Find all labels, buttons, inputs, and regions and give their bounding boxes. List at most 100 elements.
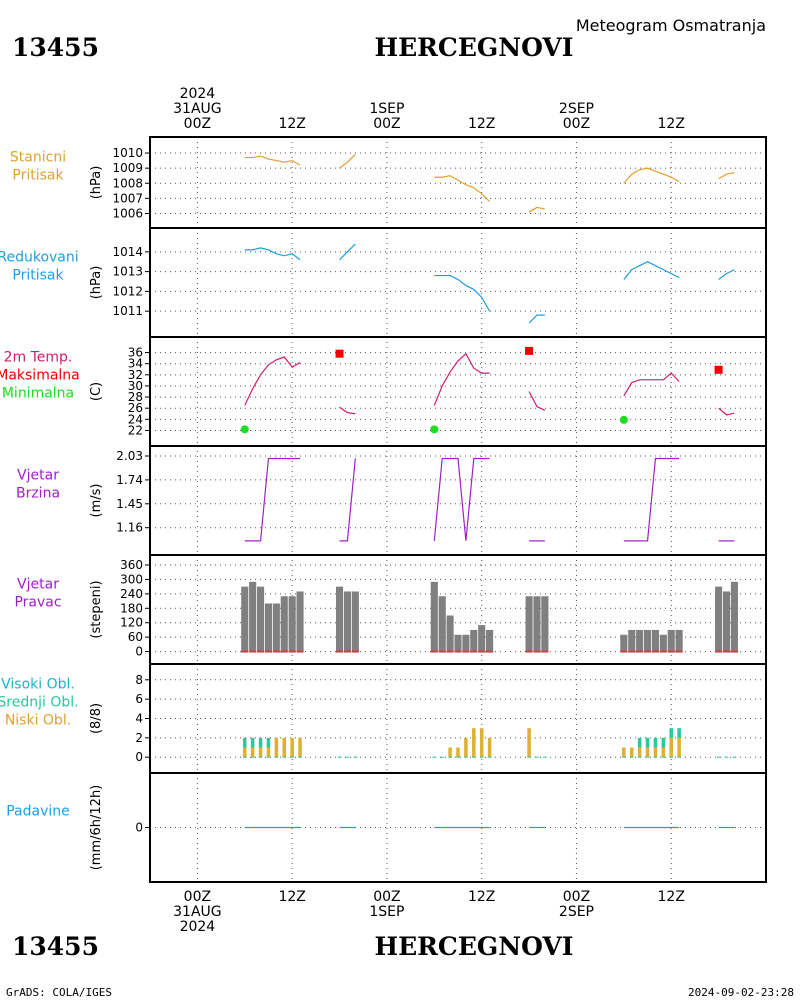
wind-direction-bar <box>525 596 533 652</box>
bottom-axis-label: 12Z <box>468 889 495 905</box>
series-line-wind_speed <box>623 457 680 542</box>
axis-unit-label: (C) <box>89 382 104 401</box>
cloud-bar-low <box>472 728 476 758</box>
y-tick-label: 1009 <box>112 161 143 175</box>
temp-min-marker <box>240 425 249 434</box>
y-tick-label: 1007 <box>112 191 143 205</box>
y-tick-label: 1013 <box>112 265 143 279</box>
cloud-bar-mid <box>669 728 674 738</box>
y-tick-label: 1014 <box>112 245 143 259</box>
axis-unit-label: (hPa) <box>89 166 104 200</box>
y-tick-label: 4 <box>135 712 143 726</box>
series-line-temperature <box>433 352 490 406</box>
y-tick-label: 1.74 <box>116 473 143 487</box>
cloud-bar-mid <box>661 737 666 748</box>
y-tick-label: 240 <box>120 587 143 601</box>
wind-direction-bar <box>730 581 738 652</box>
wind-direction-bar <box>636 629 644 652</box>
top-axis-label: 12Z <box>278 116 305 132</box>
wind-direction-bar <box>264 603 273 652</box>
cloud-bar-mid <box>653 737 658 748</box>
wind-direction-bar <box>343 591 351 652</box>
series-line-temperature <box>623 372 680 397</box>
y-tick-label: 0 <box>135 645 143 659</box>
top-axis-label: 1SEP <box>369 101 404 117</box>
series-line-reduced_pressure <box>623 261 680 280</box>
wind-direction-bar <box>667 629 675 652</box>
wind-direction-bar <box>486 629 494 652</box>
y-tick-label: 0 <box>135 821 143 835</box>
wind-direction-bar <box>659 634 667 652</box>
y-tick-label: 6 <box>135 692 143 706</box>
cloud-bar-low <box>290 737 294 758</box>
bottom-axis-label: 00Z <box>184 889 211 905</box>
y-tick-label: 2.03 <box>116 449 143 463</box>
y-tick-label: 1008 <box>112 176 143 190</box>
series-line-wind_speed <box>433 457 490 541</box>
y-tick-label: 24 <box>128 412 143 426</box>
series-line-reduced_pressure <box>244 247 301 261</box>
cloud-bar-mid <box>258 737 263 748</box>
series-line-station_pressure <box>623 167 680 184</box>
y-tick-label: 22 <box>128 423 143 437</box>
wind-direction-bar <box>335 586 344 652</box>
panel-label: Minimalna <box>2 386 74 402</box>
panel-label: Stanicni <box>10 150 66 166</box>
y-tick-label: 1.45 <box>116 497 143 511</box>
cloud-bar-low <box>298 737 302 758</box>
series-line-station_pressure <box>244 155 301 166</box>
panel-label: Brzina <box>16 486 60 502</box>
wind-direction-bar <box>478 625 486 652</box>
y-tick-label: 32 <box>128 368 143 382</box>
wind-direction-bar <box>643 629 652 652</box>
wind-direction-bar <box>288 596 296 652</box>
cloud-bar-low <box>448 747 452 758</box>
wind-direction-bar <box>446 615 454 652</box>
cloud-bar-low <box>527 728 531 758</box>
axis-unit-label: (stepeni) <box>89 580 104 638</box>
wind-direction-bar <box>454 634 462 652</box>
cloud-bar-low <box>464 737 468 758</box>
series-line-station_pressure <box>339 154 356 169</box>
axis-unit-label: (8/8) <box>89 703 104 734</box>
series-line-station_pressure <box>434 175 491 202</box>
station-id-top: 13455 <box>12 33 99 62</box>
series-line-reduced_pressure <box>718 269 735 281</box>
y-tick-label: 360 <box>120 558 143 572</box>
top-axis-label: 2024 <box>180 86 216 102</box>
y-tick-label: 1010 <box>112 146 143 160</box>
station-id-bottom: 13455 <box>12 932 99 961</box>
series-line-temperature <box>528 391 546 411</box>
y-tick-label: 1006 <box>112 206 143 220</box>
cloud-bar-low <box>629 747 634 758</box>
panel-label: Vjetar <box>17 577 59 593</box>
bottom-axis-label: 00Z <box>563 889 590 905</box>
cloud-bar-low <box>250 747 255 758</box>
series-line-reduced_pressure <box>339 243 356 261</box>
y-tick-label: 0 <box>135 750 143 764</box>
series-line-temperature <box>718 407 735 416</box>
wind-direction-bar <box>272 603 280 652</box>
bottom-axis-label: 2SEP <box>559 904 594 920</box>
panel-label: Padavine <box>6 804 70 820</box>
y-tick-label: 36 <box>128 346 143 360</box>
wind-direction-bar <box>620 634 628 652</box>
y-tick-label: 34 <box>128 357 143 371</box>
top-axis-label: 00Z <box>184 116 211 132</box>
wind-direction-bar <box>628 629 636 652</box>
panel-label: Vjetar <box>17 468 59 484</box>
panel-label: Pritisak <box>12 168 64 184</box>
cloud-bar-mid <box>637 737 642 748</box>
y-tick-label: 30 <box>128 379 143 393</box>
panel-frame <box>149 227 767 338</box>
series-line-temperature <box>244 356 301 406</box>
cloud-bar-low <box>637 747 642 758</box>
temp-max-marker <box>714 365 723 374</box>
wind-direction-bar <box>257 586 265 652</box>
bottom-axis-label: 31AUG <box>173 904 222 920</box>
bottom-axis-label: 12Z <box>658 889 685 905</box>
wind-direction-bar <box>430 581 438 652</box>
